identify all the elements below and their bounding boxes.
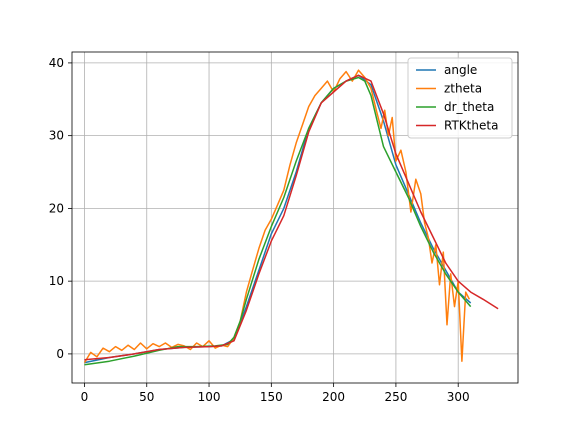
y-tick-label: 40 <box>49 56 64 70</box>
series-line-ztheta <box>83 69 471 363</box>
axis-ticks: 0 50 100 150 200 250 300 0 10 20 30 40 <box>49 56 470 404</box>
x-tick-label: 200 <box>322 390 345 404</box>
legend-label: dr_theta <box>444 100 494 114</box>
series-lines <box>83 69 499 366</box>
legend-label: RTKtheta <box>444 119 498 133</box>
series-line-RTKtheta <box>84 74 499 361</box>
legend-label: angle <box>444 63 477 77</box>
legend-label: ztheta <box>444 82 482 96</box>
x-tick-label: 100 <box>198 390 221 404</box>
x-tick-label: 50 <box>139 390 154 404</box>
y-tick-label: 30 <box>49 129 64 143</box>
legend: angle ztheta dr_theta RTKtheta <box>407 57 513 139</box>
x-tick-label: 150 <box>260 390 283 404</box>
y-tick-label: 10 <box>49 274 64 288</box>
plot-frame <box>71 51 519 384</box>
x-tick-label: 300 <box>447 390 470 404</box>
legend-box <box>407 57 513 139</box>
y-tick-label: 20 <box>49 201 64 215</box>
x-tick-label: 0 <box>81 390 89 404</box>
x-tick-label: 250 <box>384 390 407 404</box>
y-tick-label: 0 <box>56 347 64 361</box>
